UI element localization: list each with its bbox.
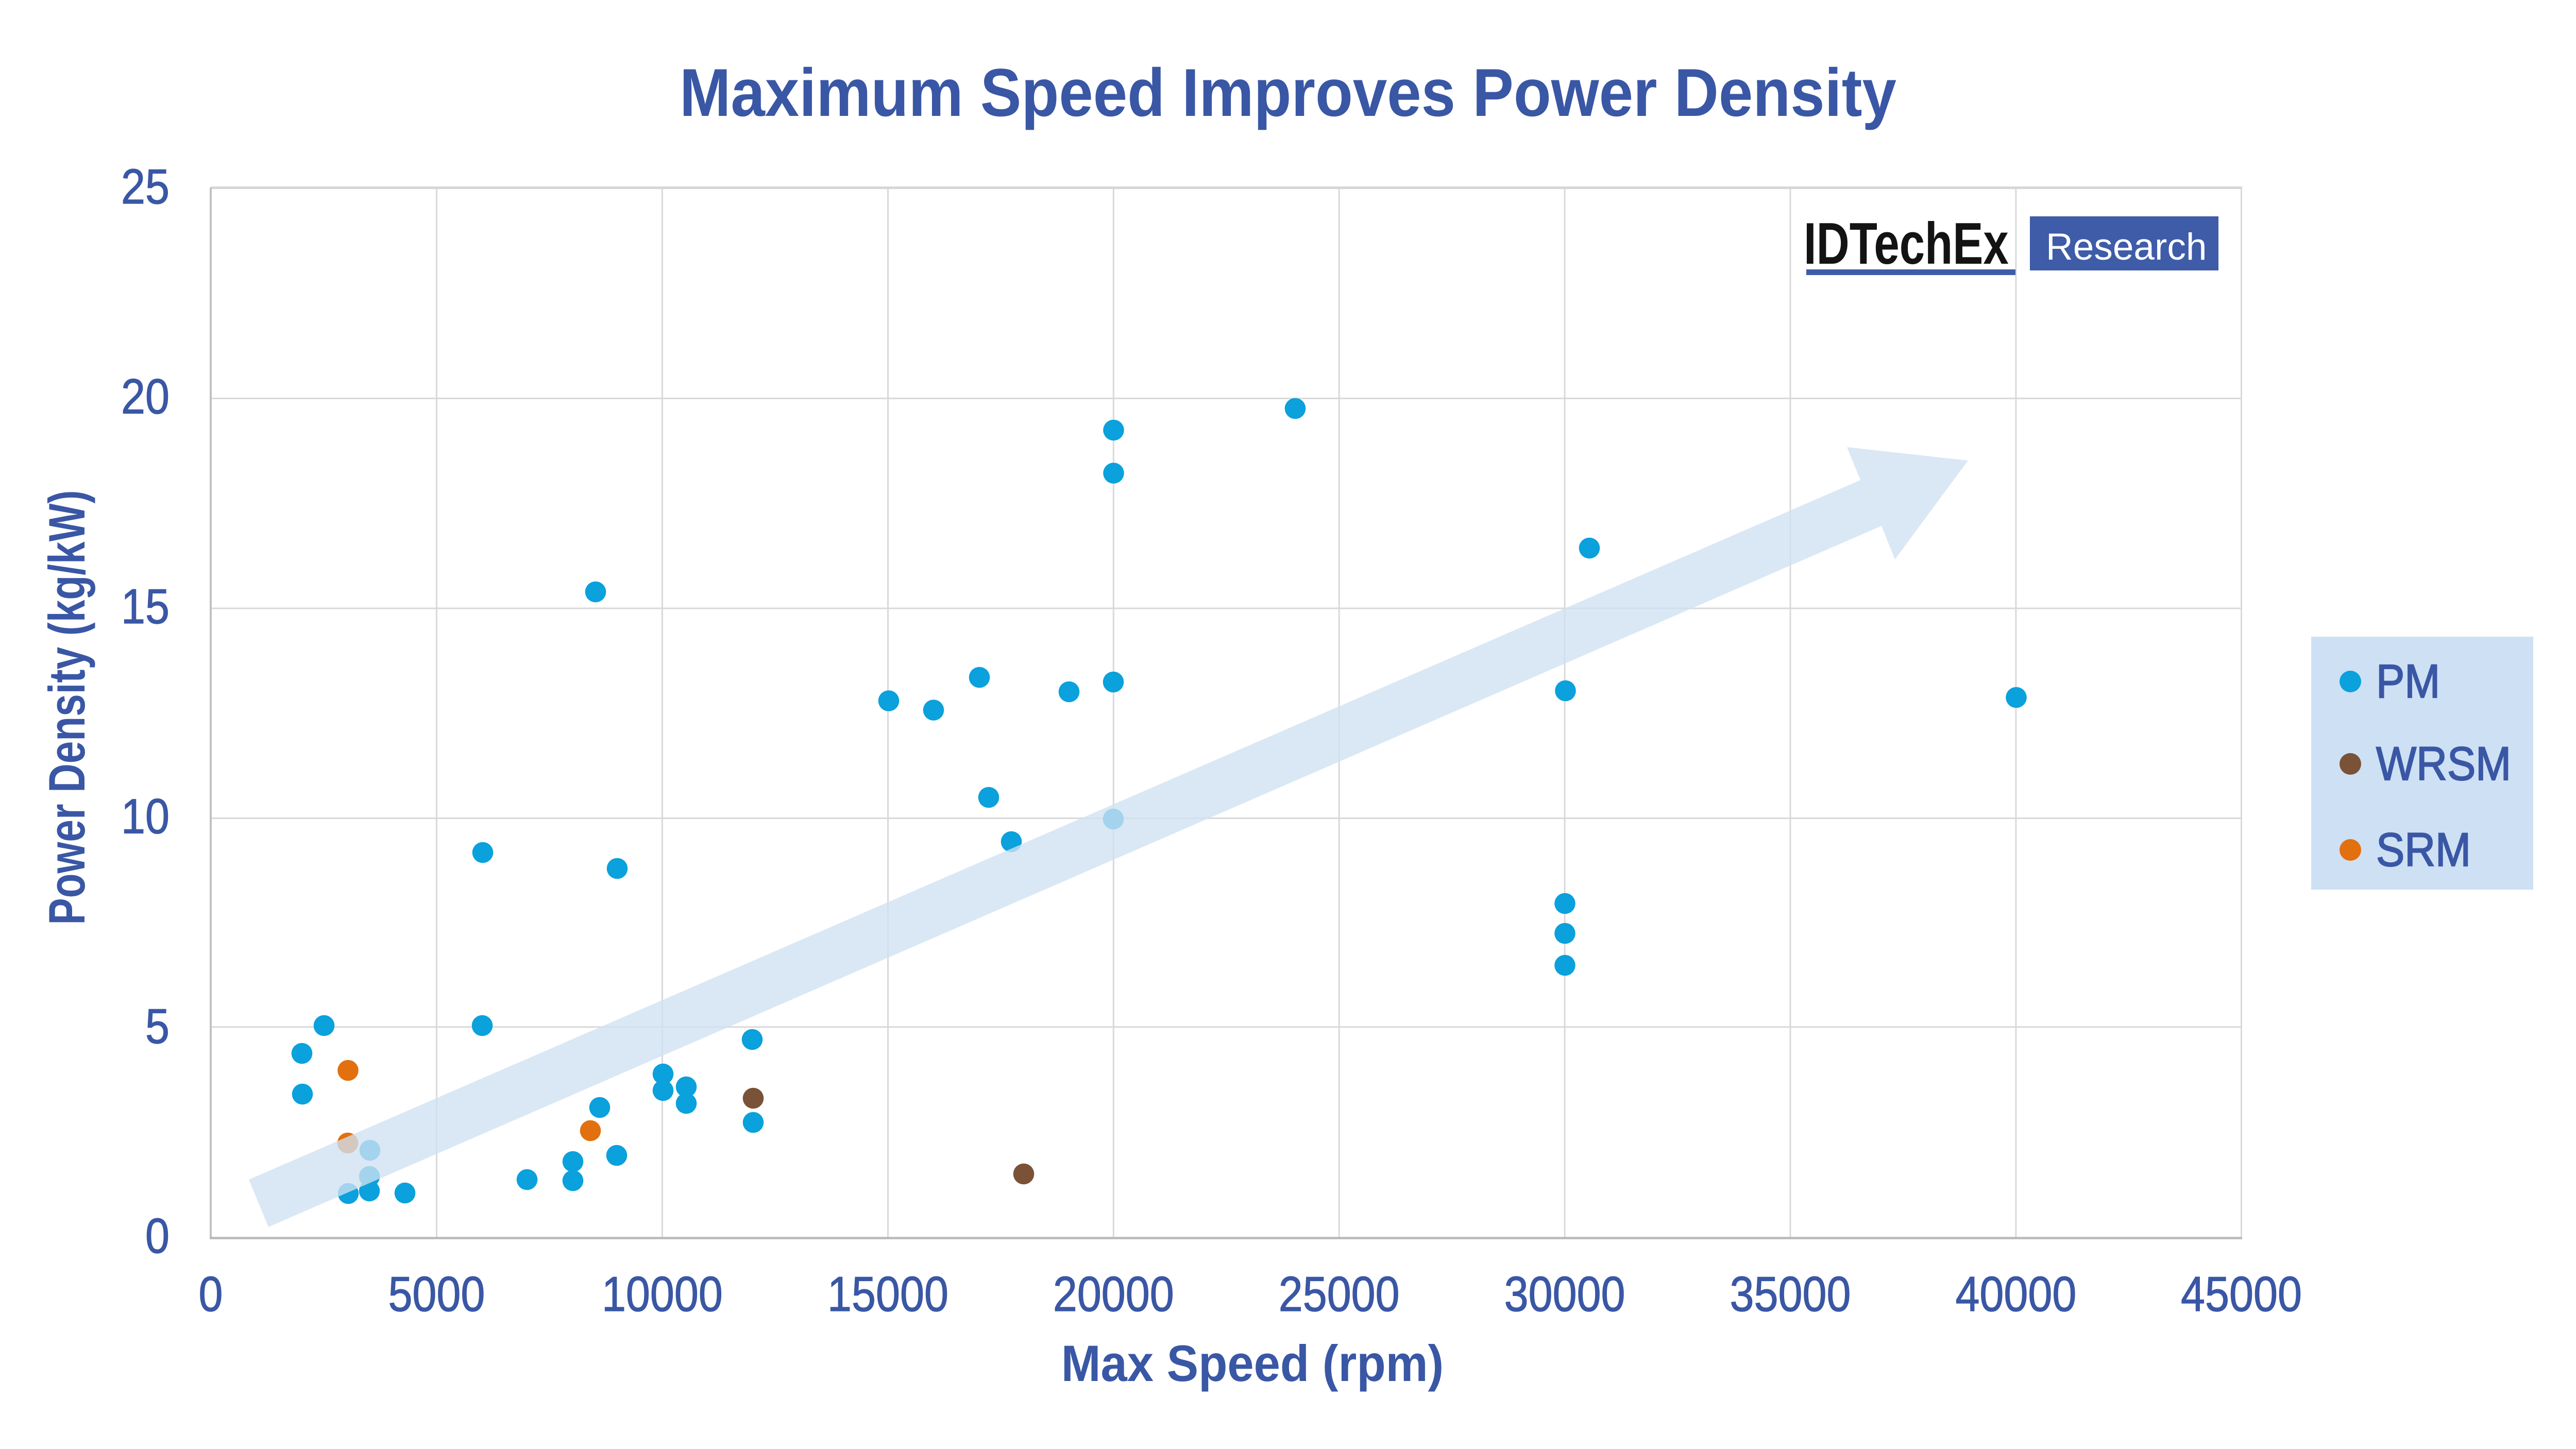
svg-text:5000: 5000 bbox=[388, 1267, 485, 1322]
svg-text:40000: 40000 bbox=[1955, 1267, 2076, 1322]
svg-text:30000: 30000 bbox=[1504, 1267, 1625, 1322]
svg-text:PM: PM bbox=[2376, 655, 2440, 708]
svg-text:20: 20 bbox=[121, 369, 170, 424]
svg-text:25: 25 bbox=[121, 159, 170, 214]
svg-text:35000: 35000 bbox=[1730, 1267, 1851, 1322]
svg-text:Power Density (kg/kW): Power Density (kg/kW) bbox=[38, 490, 95, 925]
svg-text:15: 15 bbox=[121, 579, 170, 634]
svg-text:5: 5 bbox=[145, 999, 170, 1054]
svg-text:IDTechEx: IDTechEx bbox=[1804, 210, 2009, 277]
svg-text:45000: 45000 bbox=[2181, 1267, 2302, 1322]
svg-text:15000: 15000 bbox=[827, 1267, 948, 1322]
svg-text:10: 10 bbox=[121, 789, 170, 844]
svg-text:10000: 10000 bbox=[602, 1267, 723, 1322]
svg-text:Maximum Speed Improves Power D: Maximum Speed Improves Power Density bbox=[680, 55, 1896, 131]
svg-text:SRM: SRM bbox=[2376, 823, 2471, 876]
svg-text:25000: 25000 bbox=[1279, 1267, 1400, 1322]
svg-text:Research: Research bbox=[2046, 226, 2207, 268]
svg-text:WRSM: WRSM bbox=[2376, 737, 2511, 790]
svg-text:0: 0 bbox=[199, 1267, 223, 1322]
svg-text:0: 0 bbox=[145, 1208, 170, 1264]
svg-text:Max Speed (rpm): Max Speed (rpm) bbox=[1061, 1335, 1444, 1392]
svg-text:20000: 20000 bbox=[1053, 1267, 1174, 1322]
